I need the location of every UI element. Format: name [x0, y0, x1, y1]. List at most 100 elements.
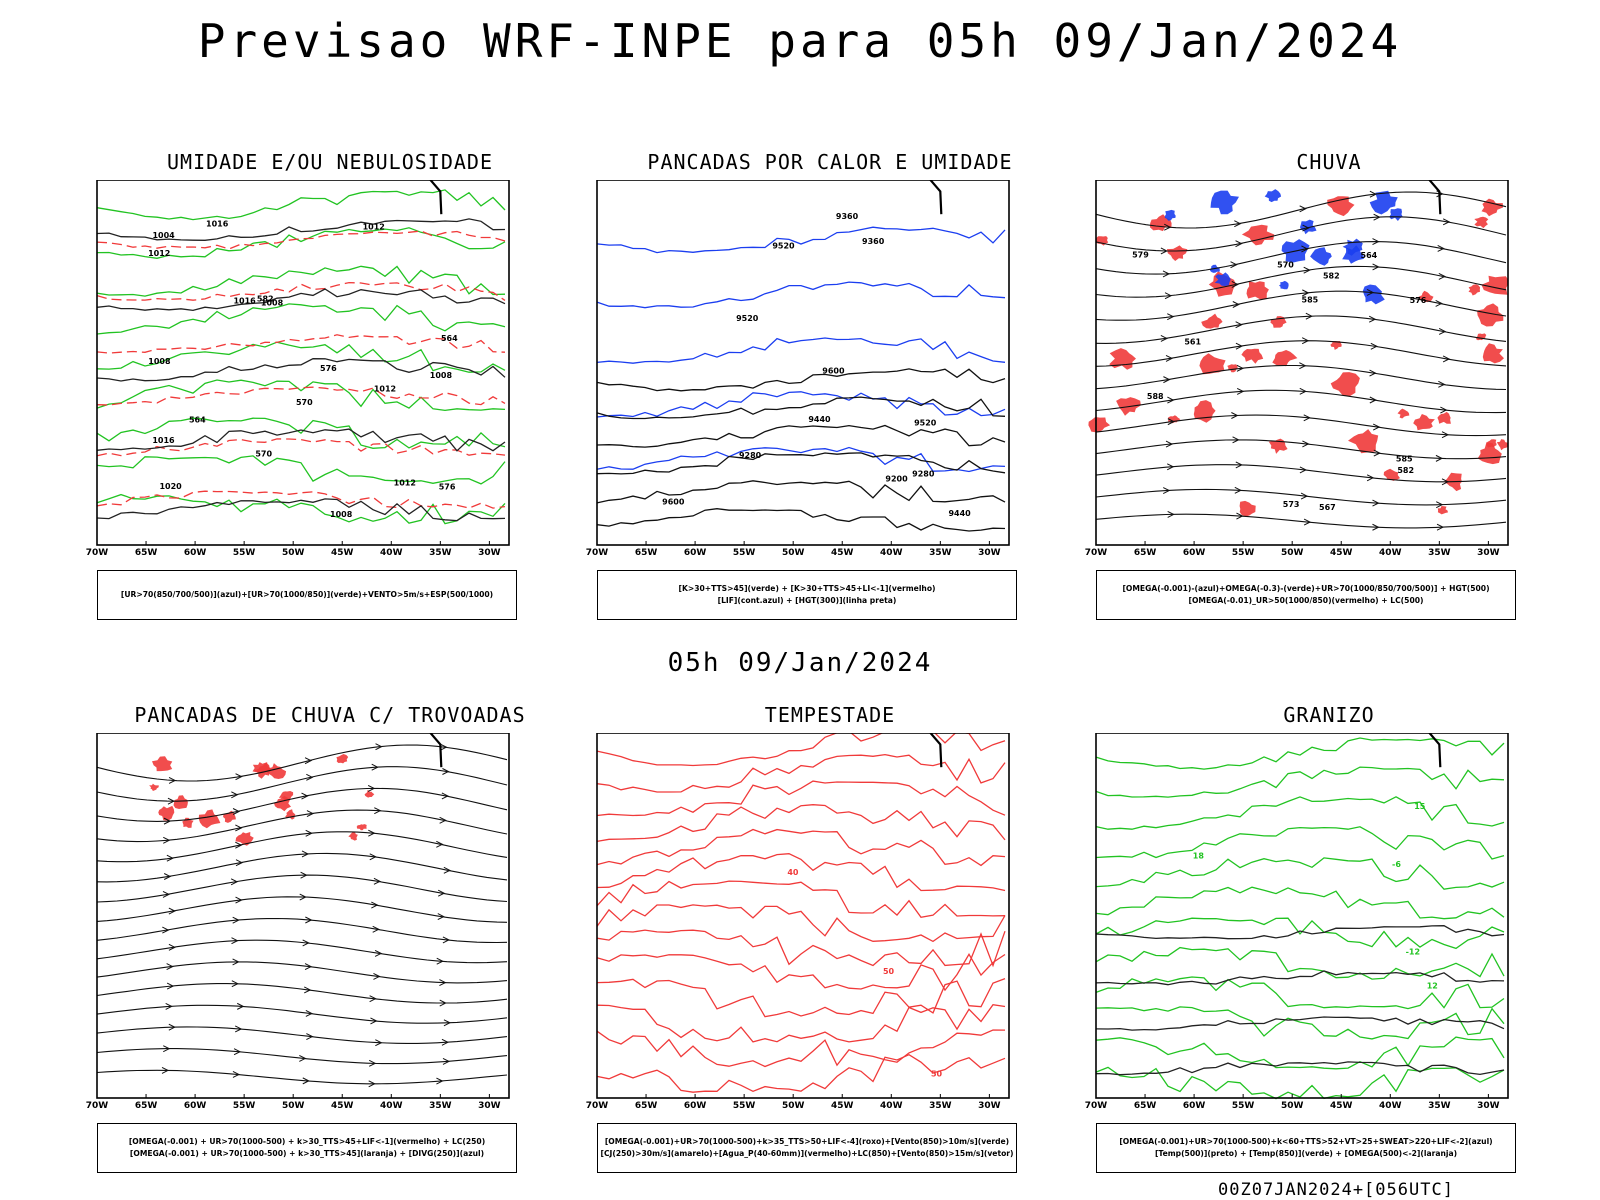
flow-arrow	[1235, 342, 1244, 350]
flow-arrow	[374, 949, 383, 957]
flow-arrow	[439, 999, 447, 1007]
flow-arrow	[1372, 263, 1380, 271]
flow-arrow	[166, 982, 175, 990]
map-trovoadas: 12S15S18S21S24S27S30S33S36S39S42S70W65W6…	[86, 733, 510, 1111]
legend-line: [LIF](cont.azul) + [HGT(300)](linha pret…	[717, 596, 897, 605]
rain-cell	[1383, 468, 1400, 481]
panel-title: TEMPESTADE	[764, 703, 896, 727]
streamline	[96, 852, 508, 883]
rain-cell	[1270, 316, 1287, 328]
contour-label: 9440	[948, 509, 971, 518]
flow-arrow	[302, 1077, 310, 1085]
flow-arrow	[301, 850, 310, 858]
lon-label: 35W	[429, 1101, 452, 1111]
lon-label: 60W	[684, 1101, 707, 1111]
flow-arrow	[1167, 396, 1175, 404]
page-title: Previsao WRF-INPE para 05h 09/Jan/2024	[197, 14, 1403, 68]
rain-cell	[1201, 313, 1223, 329]
contour-label: 585	[1302, 296, 1319, 305]
lon-label: 60W	[184, 548, 207, 558]
rain-cell	[1241, 348, 1264, 364]
flow-arrow	[1167, 510, 1175, 518]
contour-label: 1012	[394, 478, 416, 487]
storm-cell	[152, 756, 173, 772]
contour-line	[96, 288, 506, 312]
flow-arrow	[231, 937, 239, 945]
flow-arrow	[230, 878, 239, 886]
lon-label: 45W	[831, 548, 854, 558]
streamline	[1095, 191, 1507, 229]
flow-arrow	[437, 889, 446, 897]
contour-line	[596, 1053, 1006, 1093]
flow-arrow	[306, 1033, 314, 1040]
contour-label: 1008	[261, 298, 284, 307]
contour-label: 40	[787, 868, 799, 877]
contour-label: 9440	[808, 415, 831, 424]
map-pancadas-calor: 9600 9520 9600 9440 9520 9360 9280 9360 9200 9280…	[586, 180, 1010, 558]
contour-line	[96, 303, 506, 335]
lon-label: 50W	[1281, 1101, 1304, 1111]
lon-label: 70W	[586, 548, 609, 558]
contour-line	[596, 1003, 1006, 1043]
flow-arrow	[1236, 512, 1244, 520]
storm-cell	[252, 762, 271, 774]
contour-line	[96, 386, 506, 406]
flow-arrow	[235, 896, 243, 904]
lon-label: 55W	[733, 1101, 756, 1111]
contour-line	[96, 334, 506, 354]
flow-arrow	[368, 1059, 377, 1067]
streamline	[96, 874, 508, 903]
flow-arrow	[437, 913, 445, 921]
flow-arrow	[369, 995, 377, 1003]
flow-arrow	[1299, 466, 1308, 474]
flow-arrow	[375, 743, 383, 751]
contour-label: -12	[1406, 947, 1420, 956]
panel-legend: [UR>70(850/700/500)](azul)+[UR>70(1000/8…	[97, 570, 517, 620]
contour-line	[596, 446, 1006, 473]
lon-label: 50W	[282, 1101, 305, 1111]
lon-label: 70W	[86, 548, 109, 558]
contour-label: 579	[1132, 251, 1149, 260]
contour-line	[596, 853, 1006, 892]
coastline	[429, 733, 443, 768]
rain-cell	[1088, 417, 1111, 433]
contour-line	[596, 337, 1006, 364]
streamline	[96, 744, 508, 782]
flow-arrow	[233, 1048, 242, 1056]
rain-cell	[1330, 372, 1360, 397]
contour-label: 50	[931, 1069, 943, 1078]
rain-cell	[1300, 219, 1317, 235]
storm-cell	[364, 789, 375, 798]
streamline	[96, 1069, 508, 1085]
lon-label: 35W	[1428, 1101, 1451, 1111]
contour-label: 9360	[836, 212, 859, 221]
legend-line: [CJ(250)>30m/s](amarelo)+[Agua_P(40-60mm…	[600, 1149, 1014, 1158]
map-axes: 12S15S18S21S24S27S30S33S36S39S42S70W65W6…	[586, 180, 1010, 558]
flow-arrow	[373, 972, 381, 980]
rain-cell	[1496, 439, 1509, 451]
contour-line	[96, 265, 506, 297]
streamline	[1095, 216, 1507, 252]
contour-label: 9520	[736, 314, 759, 323]
map-layer	[96, 733, 508, 1088]
panel-pancadas-calor: PANCADAS POR CALOR E UMIDADE 9600 9520 960…	[580, 150, 1080, 630]
streamline	[1095, 389, 1507, 414]
contour-label: 576	[320, 364, 337, 373]
contour-line	[96, 455, 506, 485]
flow-arrow	[232, 958, 240, 966]
contour-label: 1012	[363, 223, 385, 232]
coastline	[429, 180, 443, 215]
lon-label: 40W	[380, 1101, 403, 1111]
contour-line	[1095, 1016, 1505, 1031]
flow-arrow	[1165, 354, 1174, 362]
contour-line	[96, 498, 506, 522]
rain-cell	[1474, 216, 1489, 229]
rain-cell	[1327, 196, 1355, 217]
rain-cell	[1239, 500, 1256, 517]
flow-arrow	[232, 916, 240, 924]
flow-arrow	[1305, 312, 1313, 320]
streamline	[96, 939, 508, 964]
flow-arrow	[1301, 245, 1309, 253]
flow-arrow	[439, 816, 447, 824]
panel-title: PANCADAS DE CHUVA C/ TROVOADAS	[134, 703, 526, 727]
